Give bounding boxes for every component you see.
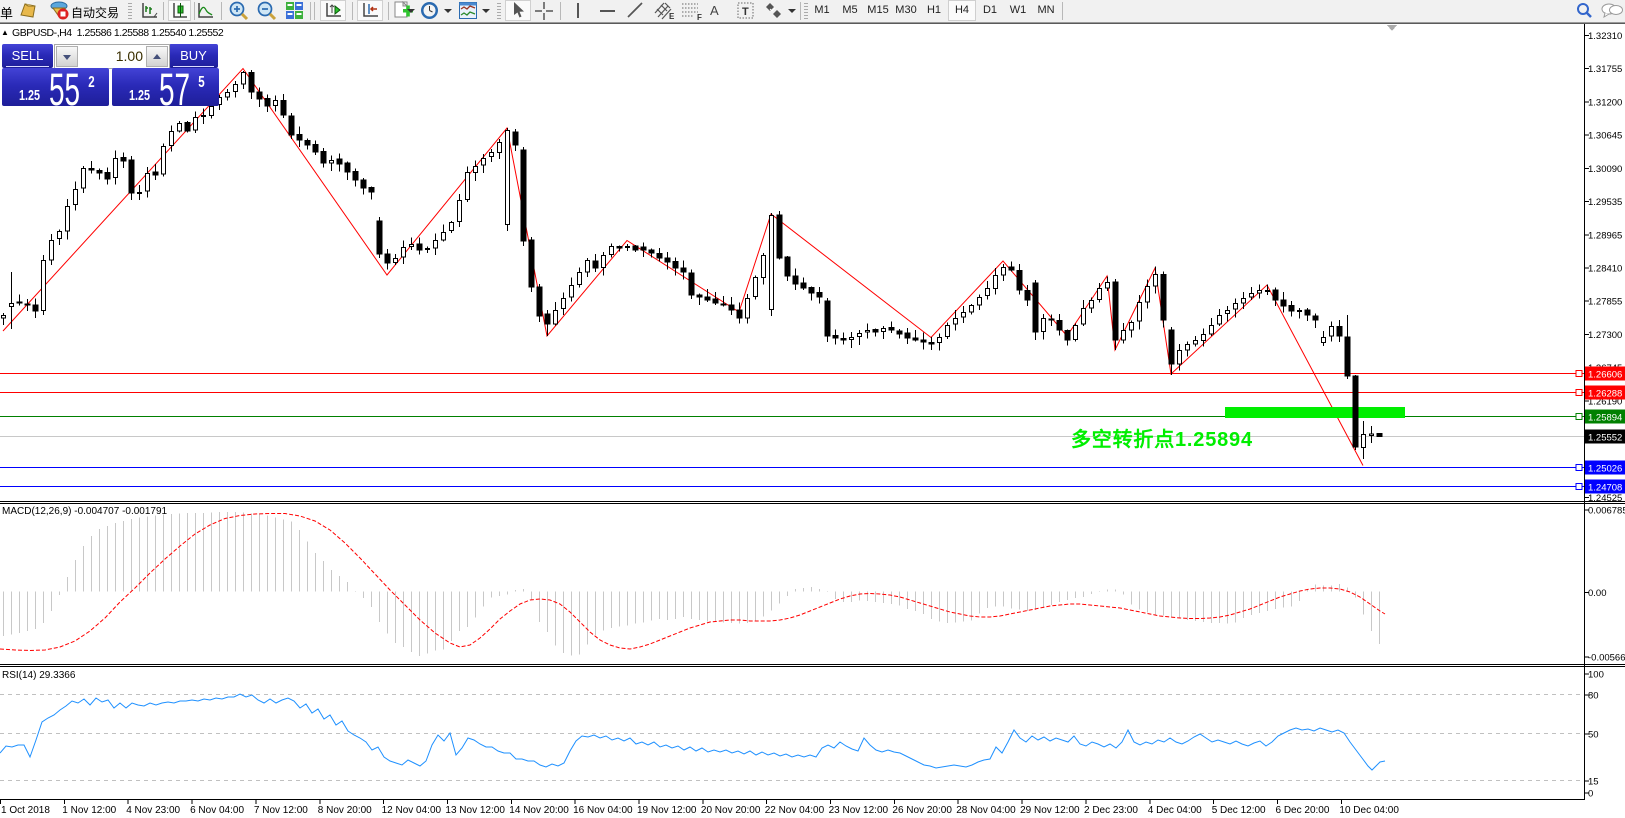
svg-text:1.31200: 1.31200 [1588, 98, 1622, 109]
svg-text:1.27300: 1.27300 [1588, 330, 1622, 341]
svg-text:1.31755: 1.31755 [1588, 64, 1622, 75]
svg-text:2 Dec 23:00: 2 Dec 23:00 [1084, 805, 1138, 816]
svg-text:1.24708: 1.24708 [1588, 483, 1622, 494]
svg-text:1.30645: 1.30645 [1588, 131, 1622, 142]
svg-text:50: 50 [1588, 730, 1599, 741]
svg-text:1.25894: 1.25894 [1588, 413, 1622, 424]
svg-text:0.006785: 0.006785 [1588, 506, 1625, 517]
svg-text:29 Nov 12:00: 29 Nov 12:00 [1020, 805, 1080, 816]
svg-text:7 Nov 12:00: 7 Nov 12:00 [254, 805, 308, 816]
svg-text:5 Dec 12:00: 5 Dec 12:00 [1212, 805, 1266, 816]
svg-text:14 Nov 20:00: 14 Nov 20:00 [509, 805, 569, 816]
svg-text:1.25552: 1.25552 [1588, 433, 1622, 444]
svg-text:-0.00566: -0.00566 [1588, 653, 1625, 664]
svg-text:100: 100 [1588, 670, 1604, 681]
svg-text:MACD(12,26,9) -0.004707 -0.001: MACD(12,26,9) -0.004707 -0.001791 [2, 506, 168, 517]
svg-text:19 Nov 12:00: 19 Nov 12:00 [637, 805, 697, 816]
svg-text:1.26288: 1.26288 [1588, 389, 1622, 400]
svg-text:6 Dec 20:00: 6 Dec 20:00 [1276, 805, 1330, 816]
svg-text:1.24525: 1.24525 [1588, 493, 1622, 504]
svg-text:1.26190: 1.26190 [1588, 397, 1622, 408]
svg-text:1.29535: 1.29535 [1588, 197, 1622, 208]
svg-text:10 Dec 04:00: 10 Dec 04:00 [1339, 805, 1399, 816]
svg-text:80: 80 [1588, 691, 1599, 702]
svg-text:RSI(14) 29.3366: RSI(14) 29.3366 [2, 670, 76, 681]
svg-text:1.30090: 1.30090 [1588, 164, 1622, 175]
svg-text:6 Nov 04:00: 6 Nov 04:00 [190, 805, 244, 816]
svg-text:1.26606: 1.26606 [1588, 370, 1622, 381]
svg-text:0.00: 0.00 [1588, 588, 1607, 599]
svg-text:26 Nov 20:00: 26 Nov 20:00 [892, 805, 952, 816]
svg-text:28 Nov 04:00: 28 Nov 04:00 [956, 805, 1016, 816]
svg-text:4 Nov 23:00: 4 Nov 23:00 [126, 805, 180, 816]
svg-text:16 Nov 04:00: 16 Nov 04:00 [573, 805, 633, 816]
svg-text:E: E [669, 12, 675, 21]
svg-text:1.32310: 1.32310 [1588, 31, 1622, 42]
svg-text:22 Nov 04:00: 22 Nov 04:00 [765, 805, 825, 816]
svg-text:1 Oct 2018: 1 Oct 2018 [1, 805, 50, 816]
svg-text:8 Nov 20:00: 8 Nov 20:00 [318, 805, 372, 816]
svg-text:20 Nov 20:00: 20 Nov 20:00 [701, 805, 761, 816]
svg-text:0: 0 [1588, 789, 1593, 800]
svg-text:12 Nov 04:00: 12 Nov 04:00 [382, 805, 442, 816]
svg-text:1 Nov 12:00: 1 Nov 12:00 [62, 805, 116, 816]
svg-text:1.28965: 1.28965 [1588, 231, 1622, 242]
svg-text:23 Nov 12:00: 23 Nov 12:00 [829, 805, 889, 816]
svg-text:4 Dec 04:00: 4 Dec 04:00 [1148, 805, 1202, 816]
svg-text:13 Nov 12:00: 13 Nov 12:00 [445, 805, 505, 816]
svg-text:15: 15 [1588, 777, 1599, 788]
svg-text:F: F [697, 13, 702, 21]
svg-text:多空转折点1.25894: 多空转折点1.25894 [1071, 427, 1253, 451]
svg-text:1.28410: 1.28410 [1588, 264, 1622, 275]
svg-text:1.27855: 1.27855 [1588, 297, 1622, 308]
svg-text:T: T [742, 6, 749, 18]
svg-text:1.25026: 1.25026 [1588, 464, 1622, 475]
